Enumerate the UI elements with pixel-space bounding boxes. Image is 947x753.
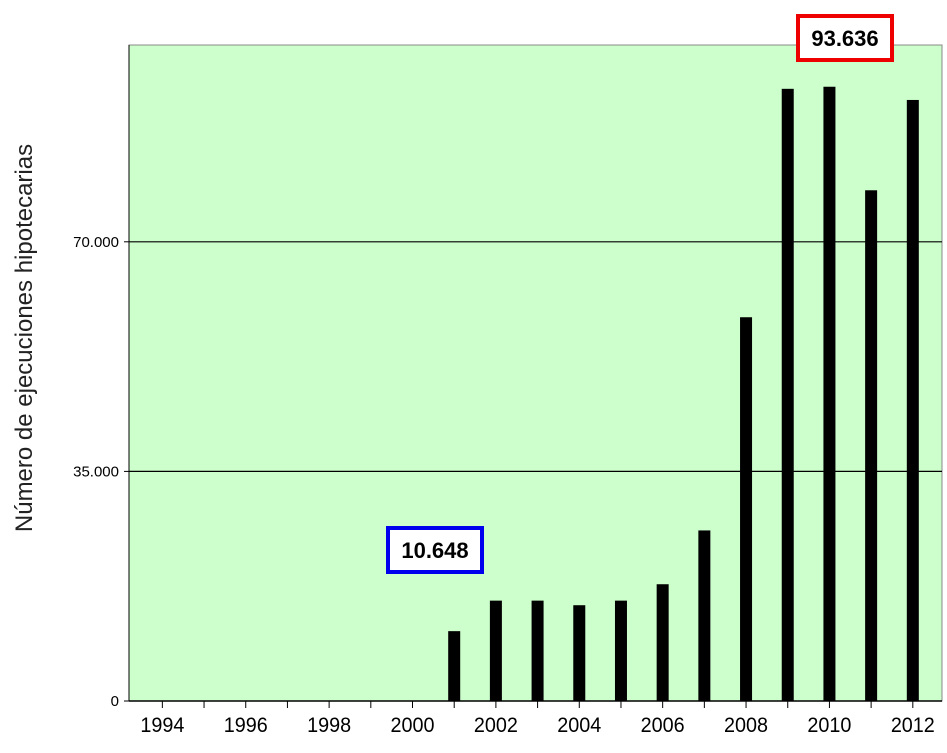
x-tick-label: 1998 <box>307 714 351 737</box>
x-tick-label: 2012 <box>891 714 935 737</box>
x-tick-label: 2008 <box>724 714 768 737</box>
annotations: 10.648 93.636 <box>386 14 894 574</box>
bar-2003 <box>531 600 544 701</box>
bar-2009 <box>781 88 794 701</box>
x-tick-label: 2006 <box>641 714 685 737</box>
bar-2002 <box>489 600 502 701</box>
bars <box>448 86 919 702</box>
x-ticks: 1994 1996 1998 2000 2002 2004 2006 2008 2010 2012 <box>140 701 935 737</box>
y-axis-label: Número de ejecuciones hipotecarias <box>11 144 38 532</box>
annotation-box <box>796 14 894 62</box>
plot-area <box>128 44 943 702</box>
bar-2012 <box>906 99 919 702</box>
y-ticks: 0 35.000 70.000 <box>73 234 129 710</box>
bar-2007 <box>698 530 711 701</box>
bar-2006 <box>656 584 669 701</box>
annotation-label: 10.648 <box>401 538 468 563</box>
bar-2004 <box>573 605 586 701</box>
grid-lines <box>129 241 942 472</box>
annotation-box <box>386 526 484 574</box>
x-tick-label: 1994 <box>140 714 184 737</box>
y-tick-label: 35.000 <box>73 463 119 480</box>
bar-2008 <box>740 317 753 701</box>
bar-2010 <box>823 86 836 701</box>
x-tick-label: 1996 <box>224 714 268 737</box>
x-tick-label: 2010 <box>807 714 851 737</box>
annotation-label: 93.636 <box>811 26 878 51</box>
y-tick-label: 0 <box>111 693 119 710</box>
bar-2011 <box>865 190 878 701</box>
x-tick-label: 2000 <box>391 714 435 737</box>
bar-2001 <box>448 631 461 701</box>
bar-2005 <box>614 600 627 701</box>
y-tick-label: 70.000 <box>73 234 119 251</box>
x-tick-label: 2004 <box>557 714 601 737</box>
x-tick-label: 2002 <box>474 714 518 737</box>
